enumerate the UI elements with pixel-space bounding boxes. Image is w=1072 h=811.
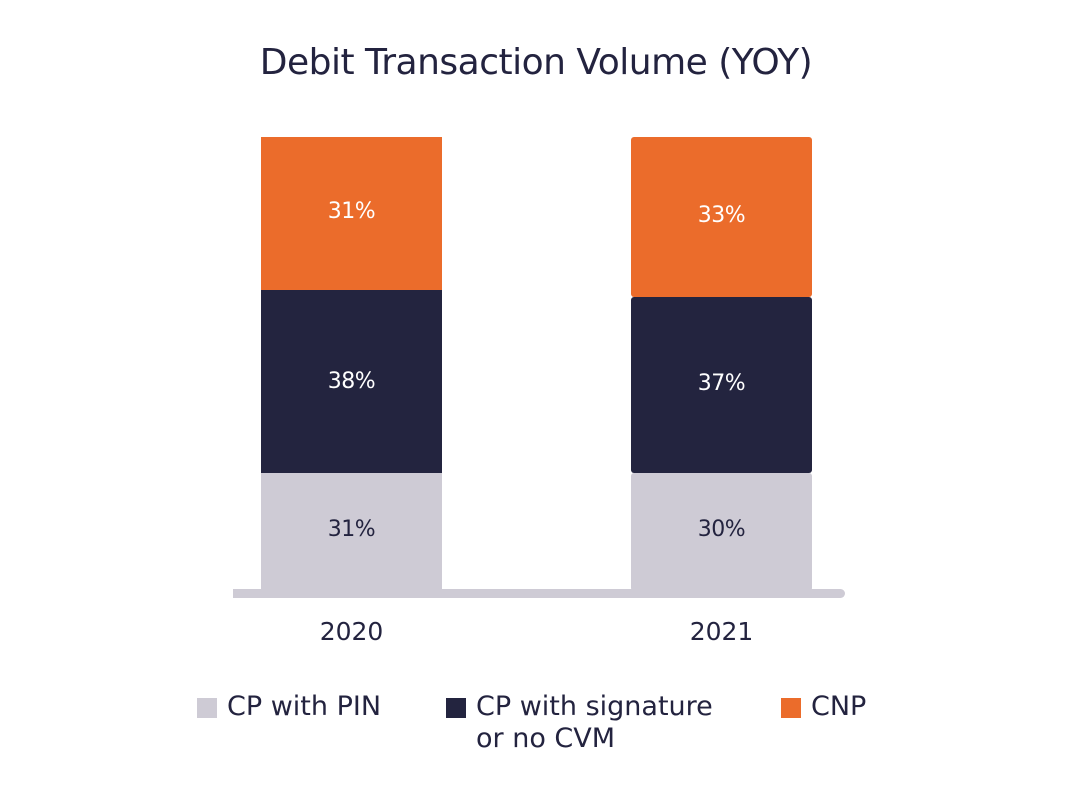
value-label: 30% [697,516,746,542]
value-label: 33% [697,202,746,228]
legend-swatch-signature [446,698,466,718]
legend-label-cnp: CNP [811,691,867,722]
segment-cnp-2021: 33% [631,137,812,297]
legend-swatch-pin [197,698,217,718]
legend-item-cnp: CNP [781,691,866,723]
x-axis-baseline [233,589,845,598]
value-label: 38% [327,369,376,394]
bar-2020: 31% 38% 31% [261,137,442,591]
legend-label-signature-line2: or no CVM [476,723,616,754]
legend-label-pin: CP with PIN [227,691,382,722]
legend-label-signature-line1: CP with signature [476,691,713,722]
segment-signature-2020: 38% [261,290,442,473]
legend-item-pin: CP with PIN [197,691,381,723]
segment-signature-2021: 37% [631,297,812,473]
legend-label-signature: CP with signature or no CVM [476,691,713,755]
value-label: 31% [327,516,376,542]
segment-cnp-2020: 31% [261,137,442,290]
bar-2021: 33% 37% 30% [631,137,812,591]
chart-title: Debit Transaction Volume (YOY) [259,42,813,83]
segment-pin-2021: 30% [631,473,812,591]
x-tick-2020: 2020 [319,617,384,646]
legend-item-signature: CP with signature or no CVM [446,691,713,755]
segment-pin-2020: 31% [261,473,442,591]
value-label: 31% [327,198,376,224]
legend-swatch-cnp [781,698,801,718]
x-tick-2021: 2021 [689,617,754,646]
value-label: 37% [697,370,746,396]
